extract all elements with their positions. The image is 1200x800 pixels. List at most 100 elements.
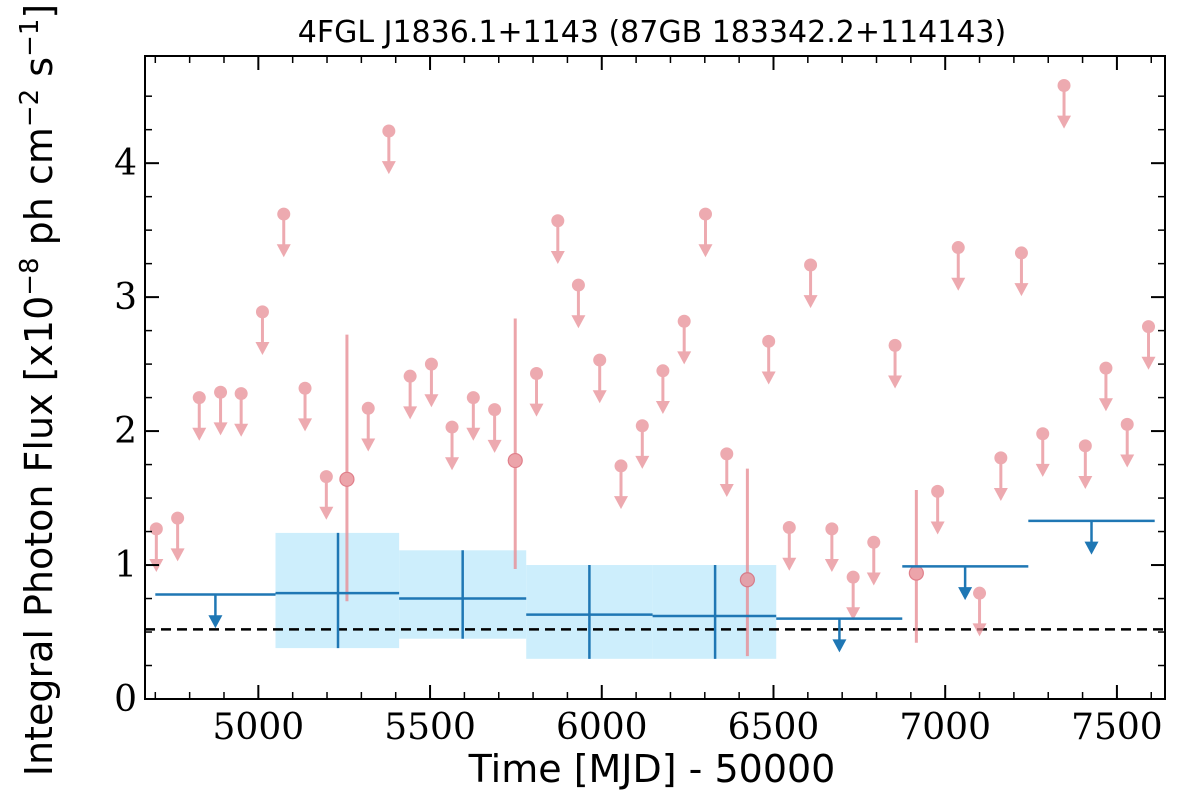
- long-upper-limit-1: [776, 617, 903, 653]
- short-upper-limit-arrow: [866, 572, 881, 586]
- short-upper-limit-marker: [867, 535, 881, 549]
- short-upper-limit-arrow: [761, 371, 776, 385]
- short-detection-marker: [507, 452, 523, 469]
- short-upper-limit-42: [1120, 417, 1135, 468]
- x-axis-ticks: 5000 5500 6000 6500 7000 7500: [154, 56, 1163, 748]
- long-upper-limit-arrow: [1084, 541, 1099, 555]
- short-upper-limit-arrow: [403, 406, 418, 420]
- short-upper-limit-arrow: [972, 623, 987, 637]
- long-detection-3: [652, 565, 777, 659]
- short-upper-limit-marker: [720, 447, 734, 461]
- short-upper-limit-arrow: [445, 457, 460, 471]
- x-tick-label: 5000: [213, 707, 305, 748]
- short-detection-0: [339, 334, 355, 602]
- long-bin-bands: [275, 532, 777, 659]
- short-upper-limit-arrow: [1078, 475, 1093, 489]
- short-upper-limit-31: [866, 535, 881, 586]
- short-upper-limit-16: [529, 366, 544, 417]
- x-tick-label: 6000: [556, 707, 648, 748]
- short-upper-limit-arrow: [550, 250, 565, 264]
- short-upper-limit-21: [635, 419, 650, 469]
- short-upper-limit-marker: [931, 484, 945, 498]
- x-tick-label: 7500: [1071, 707, 1163, 748]
- short-upper-limit-6: [276, 207, 291, 258]
- y-axis-ticks: 0 1 2 3 4: [114, 95, 1165, 720]
- short-upper-limit-marker: [1099, 361, 1113, 375]
- short-upper-limit-marker: [488, 403, 502, 417]
- short-upper-limit-8: [319, 470, 334, 520]
- short-upper-limit-39: [1057, 78, 1072, 129]
- short-upper-limit-arrow: [1014, 283, 1029, 297]
- short-upper-limit-marker: [614, 459, 628, 473]
- plot-frame: [144, 55, 1166, 700]
- short-upper-limit-marker: [361, 401, 375, 415]
- short-upper-limit-arrow: [677, 351, 692, 365]
- short-upper-limit-arrow: [951, 277, 966, 291]
- short-upper-limit-arrow: [614, 496, 628, 510]
- short-upper-limit-marker: [171, 511, 185, 525]
- long-upper-limit-3: [1028, 519, 1155, 555]
- short-upper-limit-32: [888, 338, 903, 389]
- short-upper-limit-35: [972, 586, 987, 637]
- short-upper-limit-arrow: [592, 390, 607, 404]
- short-upper-limit-marker: [298, 381, 312, 395]
- short-upper-limit-arrow: [571, 315, 586, 329]
- long-upper-limit-arrow: [208, 615, 223, 629]
- short-upper-limit-15: [487, 403, 502, 453]
- short-upper-limit-marker: [593, 353, 607, 367]
- short-upper-limit-arrow: [655, 400, 670, 414]
- short-upper-limit-20: [614, 459, 628, 510]
- short-upper-limit-marker: [530, 366, 544, 380]
- long-bin-upper-limits: [155, 519, 1155, 653]
- short-upper-limit-marker: [804, 258, 818, 272]
- short-upper-limit-arrow: [192, 427, 207, 441]
- short-upper-limit-marker: [551, 214, 565, 228]
- short-upper-limit-marker: [1078, 439, 1092, 453]
- short-upper-limit-13: [445, 420, 460, 471]
- short-upper-limit-4: [234, 387, 249, 437]
- short-upper-limit-marker: [994, 451, 1008, 465]
- short-upper-limit-arrow: [213, 422, 228, 436]
- short-upper-limit-marker: [698, 207, 712, 221]
- short-upper-limit-marker: [445, 420, 459, 434]
- short-upper-limit-marker: [319, 470, 333, 484]
- short-upper-limit-26: [761, 334, 776, 385]
- short-upper-limit-marker: [951, 241, 965, 255]
- short-upper-limit-11: [403, 369, 418, 420]
- short-upper-limit-12: [424, 357, 439, 408]
- short-detection-2: [739, 468, 755, 657]
- short-upper-limit-arrow: [888, 375, 903, 389]
- y-tick-label: 2: [114, 411, 137, 452]
- short-upper-limit-arrow: [234, 423, 249, 437]
- short-upper-limit-arrow: [803, 295, 818, 309]
- short-upper-limit-28: [803, 258, 818, 309]
- short-upper-limit-marker: [403, 369, 417, 383]
- short-upper-limit-marker: [1036, 427, 1050, 441]
- short-upper-limit-2: [192, 391, 207, 441]
- short-upper-limit-marker: [825, 522, 839, 536]
- x-tick-label: 5500: [384, 707, 476, 748]
- short-upper-limit-10: [381, 124, 396, 175]
- short-upper-limit-40: [1078, 439, 1093, 489]
- short-upper-limit-33: [930, 484, 945, 535]
- short-upper-limit-arrow: [529, 403, 544, 417]
- short-upper-limit-18: [571, 278, 586, 329]
- y-tick-label: 0: [114, 679, 137, 720]
- short-upper-limit-marker: [846, 570, 860, 584]
- short-upper-limit-marker: [973, 586, 987, 600]
- short-bin-upper-limits: [149, 78, 1156, 637]
- short-upper-limit-arrow: [276, 244, 291, 258]
- short-upper-limit-marker: [782, 521, 796, 535]
- short-upper-limit-arrow: [782, 557, 797, 571]
- short-upper-limit-marker: [382, 124, 396, 138]
- short-upper-limit-marker: [192, 391, 206, 405]
- short-upper-limit-arrow: [1057, 115, 1072, 129]
- short-upper-limit-marker: [677, 314, 691, 328]
- long-detection-1: [399, 550, 527, 639]
- short-upper-limit-29: [824, 522, 839, 573]
- short-upper-limit-marker: [1120, 417, 1134, 431]
- short-upper-limit-arrow: [424, 394, 439, 408]
- short-upper-limit-marker: [424, 357, 438, 371]
- long-upper-limit-2: [902, 565, 1029, 601]
